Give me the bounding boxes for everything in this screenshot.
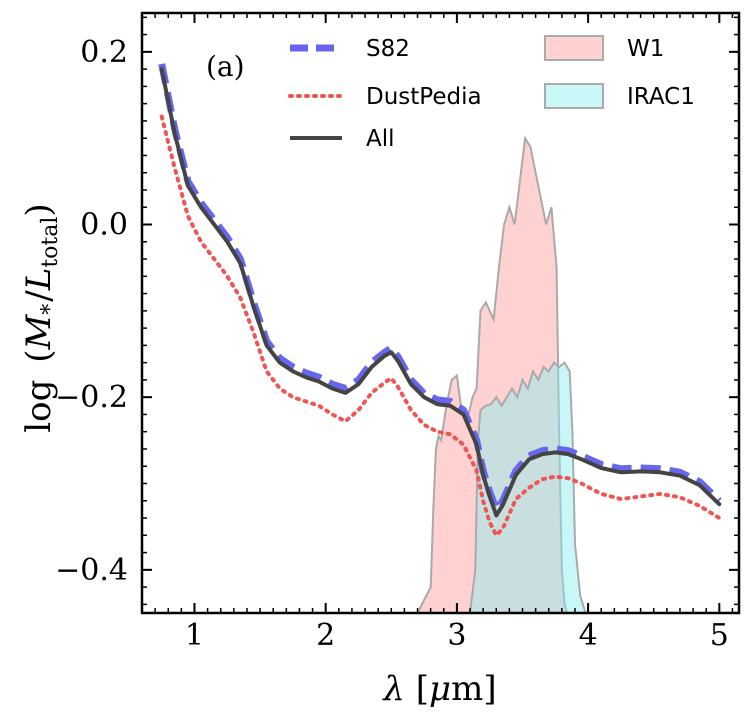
x-axis-unit-open: [ bbox=[405, 669, 429, 709]
x-axis-unit-symbol: μ bbox=[429, 669, 451, 709]
y-tick-label: −0.2 bbox=[55, 380, 128, 415]
legend-label-s82: S82 bbox=[366, 36, 410, 62]
plot-frame bbox=[140, 11, 741, 615]
y-tick-label: −0.4 bbox=[55, 553, 128, 588]
y-axis-denominator: L bbox=[19, 268, 59, 292]
y-axis-label: log (M* /Ltotal) bbox=[19, 203, 63, 432]
legend-swatch-w1 bbox=[544, 35, 604, 61]
x-tick-label: 5 bbox=[710, 618, 729, 653]
legend-label-all: All bbox=[366, 126, 395, 152]
legend: S82 DustPedia All W1 IRAC1 bbox=[288, 35, 695, 152]
y-axis-den-sub: total bbox=[38, 217, 63, 268]
legend-label-dustpedia: DustPedia bbox=[366, 84, 482, 110]
y-axis-slash: / bbox=[19, 290, 59, 302]
x-tick-label: 2 bbox=[316, 618, 335, 653]
x-axis-label: λ [μm] bbox=[381, 669, 496, 709]
legend-swatch-irac1 bbox=[544, 83, 604, 109]
series-layer bbox=[158, 63, 722, 538]
y-axis-open: ( bbox=[19, 350, 59, 363]
x-axis-unit-rest: m] bbox=[451, 669, 497, 709]
series-all-line bbox=[159, 67, 722, 518]
y-tick-label: 0.0 bbox=[80, 208, 128, 243]
x-tick-label: 1 bbox=[185, 618, 204, 653]
legend-label-w1: W1 bbox=[627, 36, 664, 62]
y-axis-num-sub: * bbox=[38, 304, 63, 315]
legend-label-irac1: IRAC1 bbox=[627, 84, 695, 110]
y-axis-close: ) bbox=[19, 203, 59, 216]
x-tick-label: 4 bbox=[579, 618, 598, 653]
y-axis-prefix: log bbox=[19, 380, 59, 433]
band-w1 bbox=[416, 135, 569, 613]
y-tick-label: 0.2 bbox=[80, 35, 128, 70]
y-axis-numerator: M bbox=[19, 314, 59, 351]
panel-label: (a) bbox=[206, 50, 245, 83]
x-axis-symbol: λ bbox=[381, 669, 405, 709]
x-tick-label: 3 bbox=[447, 618, 466, 653]
bands-layer bbox=[416, 135, 587, 613]
ticks-layer: 1 2 3 4 5 0.2 0.0 −0.2 −0.4 bbox=[55, 13, 739, 653]
series-dustpedia-line bbox=[159, 114, 722, 538]
